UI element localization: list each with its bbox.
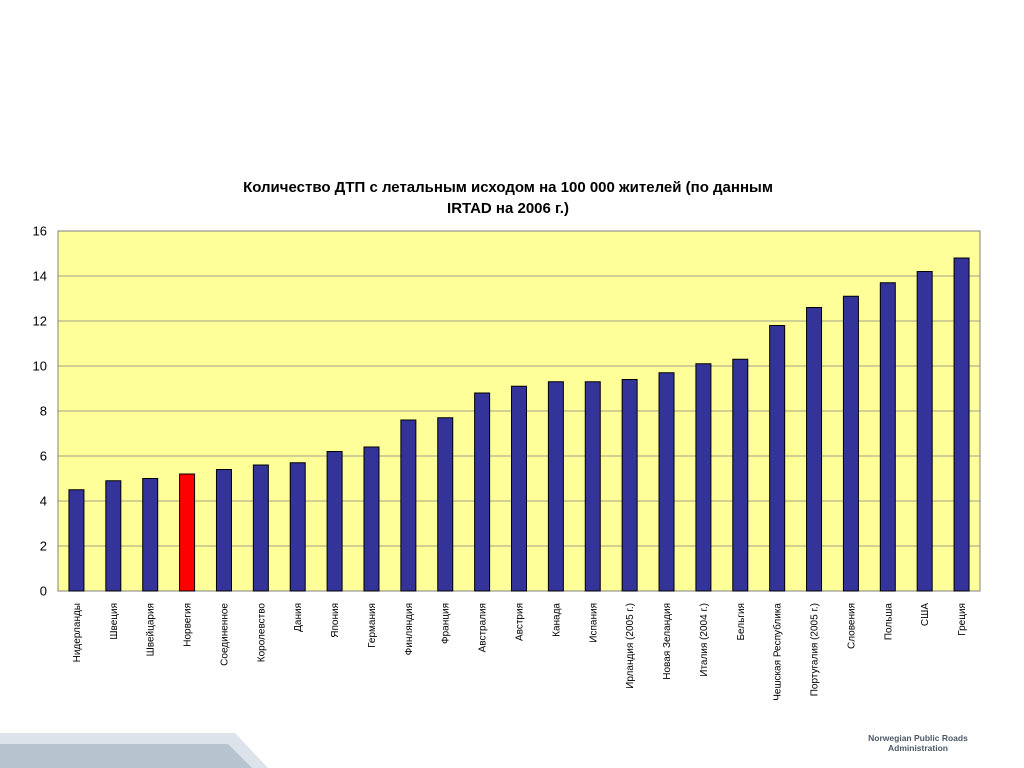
bar	[326, 451, 343, 592]
bar	[879, 282, 896, 592]
y-tick-label: 0	[40, 584, 47, 599]
x-tick-label: Австрия	[515, 603, 526, 641]
bar	[842, 295, 859, 592]
x-tick-label: Швеция	[109, 603, 120, 640]
x-tick-label: Ирландия (2005 г.)	[625, 603, 636, 689]
bar	[105, 480, 122, 592]
bar	[953, 257, 970, 592]
x-tick-label: Бельгия	[736, 603, 747, 641]
bars	[68, 257, 970, 592]
bar	[363, 446, 380, 592]
x-tick-label: Польша	[883, 603, 894, 641]
x-tick-label: Канада	[551, 603, 562, 637]
bar	[916, 271, 933, 592]
bar	[658, 372, 675, 592]
bar	[68, 489, 85, 592]
x-tick-label: Швейцария	[146, 603, 157, 656]
brand-line-2: Administration	[888, 743, 948, 753]
bar	[142, 478, 159, 592]
bar	[215, 469, 232, 592]
y-tick-label: 16	[33, 224, 47, 239]
brand-line-1: Norwegian Public Roads	[868, 733, 968, 743]
x-tick-label: Финляндия	[404, 603, 415, 655]
bar	[400, 419, 417, 592]
x-tick-label: Дания	[293, 603, 304, 632]
chart-title-line-2: IRTAD на 2006 г.)	[447, 200, 569, 217]
bar	[179, 473, 196, 592]
x-tick-label: США	[920, 603, 931, 626]
bar	[769, 325, 786, 592]
bar	[695, 363, 712, 592]
x-axis: Нидерланды Швеция Швейцария Норвегия Соедине…	[72, 603, 968, 701]
bar	[474, 392, 491, 592]
x-tick-label: Чешская Республика	[772, 603, 784, 701]
x-tick-label: Новая Зеландия	[662, 603, 673, 680]
x-tick-label: Норвегия	[183, 603, 194, 647]
y-tick-label: 8	[40, 404, 47, 419]
y-axis: 0 2 4 6 8 10 12 14 16	[33, 224, 47, 599]
x-tick-label: Словения	[846, 603, 857, 649]
x-tick-label: Греция	[957, 603, 968, 636]
y-tick-label: 10	[33, 359, 47, 374]
x-tick-label: Франция	[441, 603, 452, 644]
x-tick-label: Королевство	[256, 603, 267, 663]
y-tick-label: 4	[40, 494, 47, 509]
x-tick-label: Германия	[367, 603, 378, 648]
bar	[806, 307, 823, 592]
y-tick-label: 14	[33, 269, 47, 284]
x-tick-label: Испания	[588, 603, 599, 643]
bar	[621, 379, 638, 592]
y-tick-label: 6	[40, 449, 47, 464]
x-tick-label: Соединенное	[219, 603, 230, 666]
bar	[547, 381, 564, 592]
footer-stripe-dark	[0, 744, 252, 768]
brand-logo: Norwegian Public Roads Administration	[868, 733, 968, 753]
bar	[732, 358, 749, 592]
bar	[584, 381, 601, 592]
bar	[511, 385, 527, 592]
x-tick-label: Нидерланды	[72, 603, 83, 662]
chart-title-line-1: Количество ДТП с летальным исходом на 10…	[243, 179, 773, 196]
y-tick-label: 12	[33, 314, 47, 329]
y-tick-label: 2	[40, 539, 47, 554]
x-tick-label: Япония	[330, 603, 341, 638]
bar	[252, 464, 269, 592]
bar	[437, 417, 454, 592]
x-tick-label: Италия (2004 г.)	[699, 603, 710, 677]
x-tick-label: Австралия	[478, 603, 489, 652]
bar	[289, 462, 306, 592]
x-tick-label: Португалия (2005 г.)	[810, 603, 821, 696]
